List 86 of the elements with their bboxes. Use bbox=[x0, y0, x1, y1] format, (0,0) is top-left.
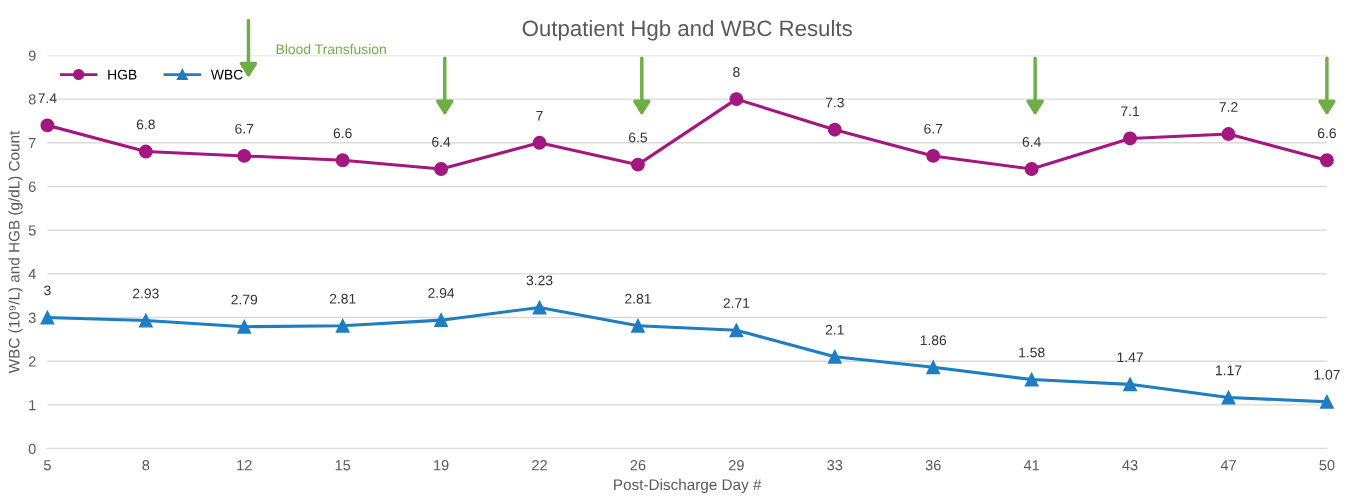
data-label: 2.71 bbox=[723, 298, 750, 308]
y-tick-label: 3 bbox=[28, 312, 36, 323]
data-label: 6.5 bbox=[628, 132, 648, 143]
data-label: 6.4 bbox=[432, 136, 451, 147]
point bbox=[1221, 390, 1236, 405]
y-tick-label: 1 bbox=[29, 400, 36, 411]
data-label: 7.3 bbox=[825, 97, 844, 108]
point bbox=[729, 92, 744, 107]
x-axis-title: Post-Discharge Day # bbox=[614, 478, 762, 494]
chart-title: Outpatient Hgb and WBC Results bbox=[522, 19, 852, 41]
data-label: 7 bbox=[536, 110, 543, 121]
legend-label: HGB bbox=[108, 69, 137, 80]
x-tick-label: 12 bbox=[237, 460, 252, 471]
data-label: 6.4 bbox=[1022, 136, 1041, 147]
data-label: 6.7 bbox=[924, 123, 943, 134]
x-tick-label: 15 bbox=[335, 460, 351, 471]
point bbox=[729, 323, 744, 338]
point bbox=[1123, 377, 1138, 392]
point bbox=[40, 310, 55, 325]
point bbox=[1319, 153, 1334, 168]
point bbox=[335, 318, 350, 333]
point bbox=[434, 162, 449, 176]
y-tick-label: 2 bbox=[28, 356, 36, 367]
x-tick-label: 41 bbox=[1023, 460, 1040, 471]
x-tick-label: 26 bbox=[630, 460, 646, 471]
point bbox=[138, 313, 153, 328]
y-axis-title: WBC (10⁹/L) and HGB (g/dL) Count bbox=[8, 130, 23, 374]
point bbox=[827, 349, 842, 364]
y-tick-label: 5 bbox=[28, 225, 36, 236]
point bbox=[1024, 372, 1039, 387]
y-tick-label: 9 bbox=[28, 50, 36, 61]
point bbox=[827, 122, 842, 137]
data-label: 1.58 bbox=[1019, 347, 1045, 358]
point bbox=[335, 153, 350, 168]
point bbox=[1221, 127, 1236, 142]
x-tick-label: 36 bbox=[925, 460, 941, 471]
x-tick-label: 29 bbox=[728, 460, 744, 471]
data-label: 3 bbox=[44, 285, 51, 296]
data-label: 2.81 bbox=[329, 293, 356, 304]
point bbox=[532, 300, 547, 315]
point bbox=[630, 318, 645, 333]
data-label: 1.47 bbox=[1117, 352, 1143, 363]
data-label: 2.94 bbox=[428, 288, 455, 298]
x-tick-label: 43 bbox=[1122, 460, 1138, 471]
data-label: 6.6 bbox=[333, 128, 352, 139]
point bbox=[926, 360, 941, 375]
data-label: 2.93 bbox=[133, 288, 159, 299]
point bbox=[237, 319, 252, 334]
point bbox=[138, 144, 153, 159]
point bbox=[926, 148, 941, 163]
data-label: 2.79 bbox=[231, 294, 258, 305]
y-tick-label: 6 bbox=[28, 181, 36, 192]
y-tick-label: 4 bbox=[28, 269, 36, 280]
point bbox=[434, 313, 449, 328]
data-label: 7.1 bbox=[1121, 106, 1140, 117]
point bbox=[40, 118, 55, 133]
text: Blood Transfusion bbox=[276, 43, 386, 55]
x-tick-label: 47 bbox=[1220, 460, 1236, 471]
x-tick-label: 19 bbox=[434, 460, 449, 471]
point bbox=[1024, 162, 1039, 176]
x-tick-label: 8 bbox=[142, 460, 150, 471]
y-tick-label: 0 bbox=[28, 443, 36, 454]
point bbox=[1123, 131, 1138, 146]
y-tick-label: 8 bbox=[28, 94, 36, 105]
x-tick-label: 5 bbox=[43, 460, 51, 471]
y-tick-label: 7 bbox=[28, 138, 36, 149]
x-tick-label: 33 bbox=[827, 460, 843, 471]
data-label: 8 bbox=[733, 67, 740, 77]
point bbox=[532, 135, 547, 150]
x-tick-label: 22 bbox=[532, 460, 547, 471]
data-label: 2.1 bbox=[825, 324, 844, 335]
data-label: 1.17 bbox=[1216, 365, 1242, 376]
data-label: 6.6 bbox=[1317, 128, 1336, 139]
data-label: 2.81 bbox=[625, 293, 651, 304]
x-tick-label: 50 bbox=[1319, 460, 1335, 471]
data-label: 7.2 bbox=[1219, 102, 1238, 112]
point bbox=[237, 148, 252, 163]
point bbox=[630, 157, 645, 172]
point bbox=[1319, 394, 1334, 409]
data-label: 7.4 bbox=[38, 93, 57, 103]
data-label: 1.86 bbox=[920, 335, 947, 346]
data-label: 6.7 bbox=[235, 123, 254, 134]
data-label: 6.8 bbox=[136, 119, 155, 130]
data-label: 3.23 bbox=[526, 275, 553, 286]
data-label: 1.07 bbox=[1314, 369, 1340, 380]
legend-label: WBC bbox=[210, 69, 243, 80]
